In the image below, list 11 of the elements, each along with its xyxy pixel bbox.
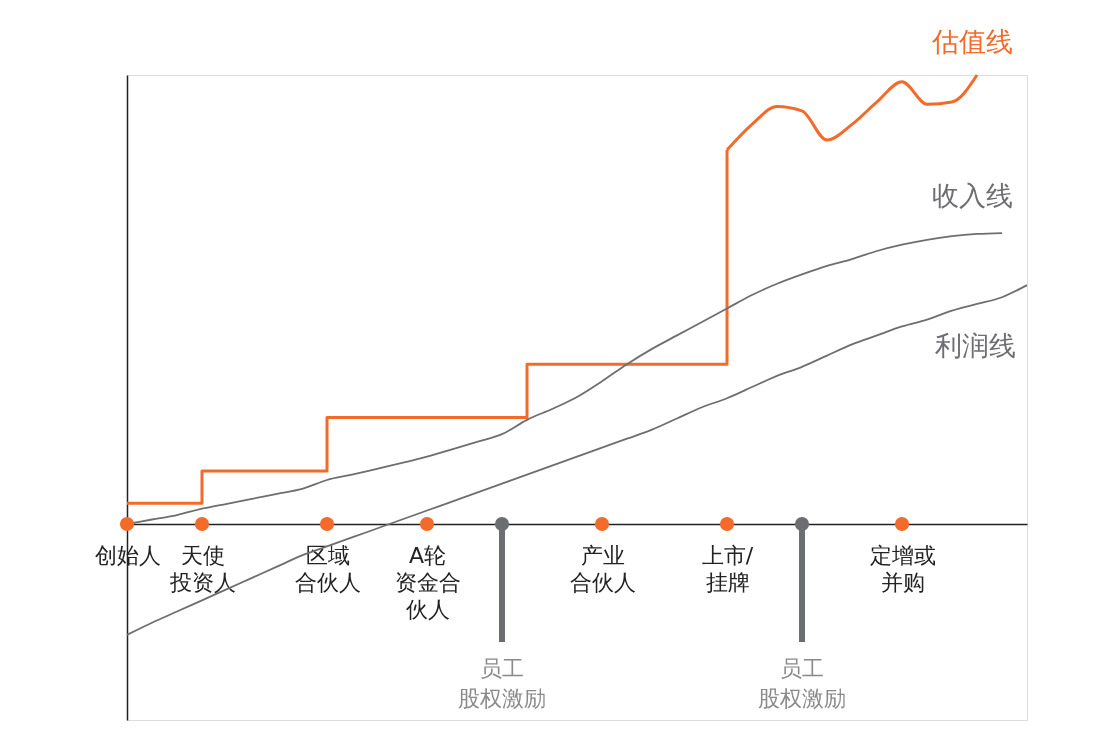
x-tick-label: 区域合伙人	[294, 543, 361, 596]
x-tick-label: 上市/挂牌	[701, 543, 754, 596]
x-tick-label: A轮资金合伙人	[394, 543, 461, 623]
x-tick-label: 天使投资人	[168, 543, 236, 596]
series-label: 收入线	[931, 180, 1013, 212]
series-label: 估值线	[930, 26, 1013, 57]
text: 员工股权激励	[458, 655, 546, 711]
text: 员工股权激励	[758, 655, 846, 711]
series-label: 利润线	[934, 330, 1016, 362]
x-tick-label: 产业合伙人	[569, 543, 636, 596]
x-tick-label: 定增或并购	[869, 543, 936, 596]
